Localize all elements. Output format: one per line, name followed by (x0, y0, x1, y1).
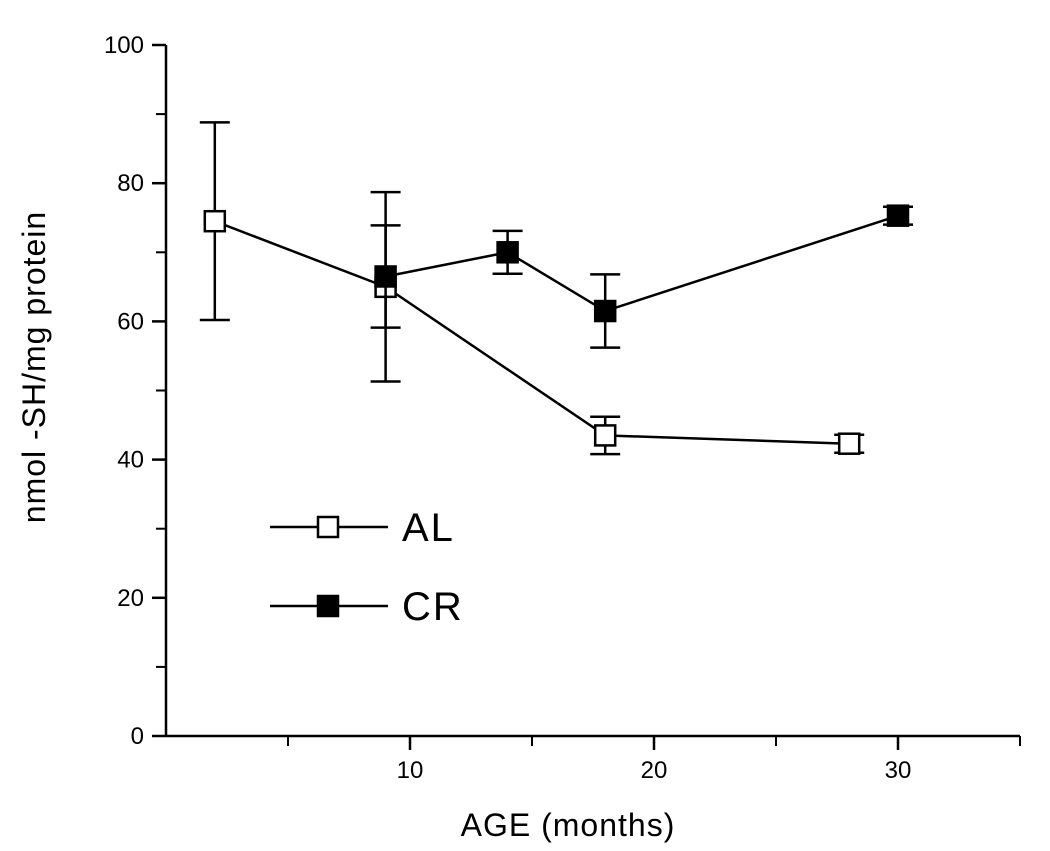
x-tick-label: 10 (397, 757, 424, 784)
cr-series-line (385, 214, 899, 313)
legend-cr-label: CR (402, 585, 464, 629)
cr-point (886, 204, 910, 227)
y-tick-label: 0 (131, 723, 144, 750)
y-tick-label: 60 (117, 308, 144, 335)
al-point (593, 424, 617, 447)
legend-al-marker (316, 515, 340, 539)
ticks: 0 20 40 60 80 100 10 20 30 (104, 32, 1021, 784)
series-layer (199, 121, 913, 456)
axes (164, 45, 1020, 738)
cr-point (593, 299, 617, 323)
legend: AL CR (270, 506, 464, 629)
y-tick-label: 40 (117, 447, 144, 474)
y-tick-label: 100 (104, 32, 144, 59)
legend-cr-marker (316, 594, 340, 618)
cr-point (374, 265, 397, 288)
al-point (203, 209, 227, 233)
cr-point (496, 241, 519, 264)
y-tick-label: 80 (117, 170, 144, 197)
x-tick-label: 20 (641, 757, 668, 784)
al-series-line (214, 220, 850, 445)
legend-al-label: AL (402, 506, 455, 550)
x-tick-label: 30 (885, 757, 912, 784)
x-axis-title: AGE (months) (461, 807, 676, 843)
y-tick-label: 20 (117, 585, 144, 612)
y-axis-title: nmol -SH/mg protein (16, 211, 52, 523)
al-point (837, 432, 861, 455)
